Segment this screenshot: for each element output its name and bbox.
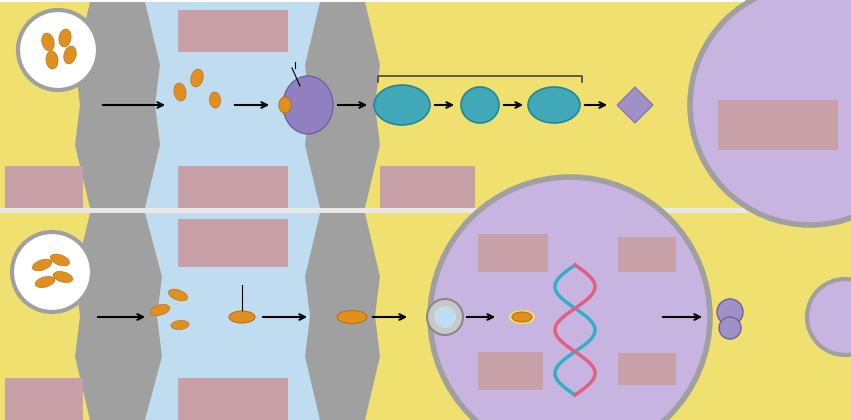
Ellipse shape [64, 46, 77, 64]
Circle shape [719, 317, 741, 339]
Circle shape [434, 306, 456, 328]
Ellipse shape [59, 29, 71, 47]
Polygon shape [305, 2, 380, 208]
Circle shape [427, 299, 463, 335]
Bar [178, 378, 288, 420]
Ellipse shape [229, 311, 255, 323]
Ellipse shape [35, 276, 54, 287]
Ellipse shape [283, 76, 333, 134]
Ellipse shape [50, 254, 70, 266]
Ellipse shape [509, 310, 535, 324]
Ellipse shape [42, 33, 54, 51]
Bar [5, 378, 83, 420]
Ellipse shape [528, 87, 580, 123]
Ellipse shape [168, 289, 187, 301]
Polygon shape [75, 213, 162, 420]
Bar [380, 166, 475, 208]
Ellipse shape [46, 51, 58, 69]
Circle shape [717, 299, 743, 325]
Bar [618, 237, 676, 272]
Ellipse shape [32, 259, 52, 271]
Bar [178, 10, 288, 52]
Ellipse shape [374, 85, 430, 125]
Bar [5, 166, 83, 208]
Polygon shape [617, 87, 653, 123]
Polygon shape [75, 2, 160, 208]
Ellipse shape [171, 320, 189, 330]
Circle shape [690, 0, 851, 225]
Polygon shape [305, 213, 380, 420]
Bar [178, 166, 288, 208]
Bar [618, 353, 676, 385]
Bar [0, 213, 851, 420]
Bar [478, 352, 543, 390]
Bar [0, 208, 851, 213]
Bar [178, 219, 288, 267]
Ellipse shape [461, 87, 499, 123]
Bar [478, 234, 548, 272]
Ellipse shape [279, 97, 291, 113]
Circle shape [18, 10, 98, 90]
Ellipse shape [209, 92, 220, 108]
Circle shape [430, 177, 710, 420]
Bar [718, 100, 838, 150]
Circle shape [12, 232, 92, 312]
Bar [145, 213, 320, 420]
Circle shape [807, 279, 851, 355]
Bar [145, 2, 320, 208]
Ellipse shape [151, 304, 169, 315]
Ellipse shape [191, 69, 203, 87]
Ellipse shape [54, 271, 72, 283]
Ellipse shape [512, 312, 532, 322]
Bar [0, 2, 851, 208]
Ellipse shape [174, 83, 186, 101]
Ellipse shape [337, 310, 367, 323]
